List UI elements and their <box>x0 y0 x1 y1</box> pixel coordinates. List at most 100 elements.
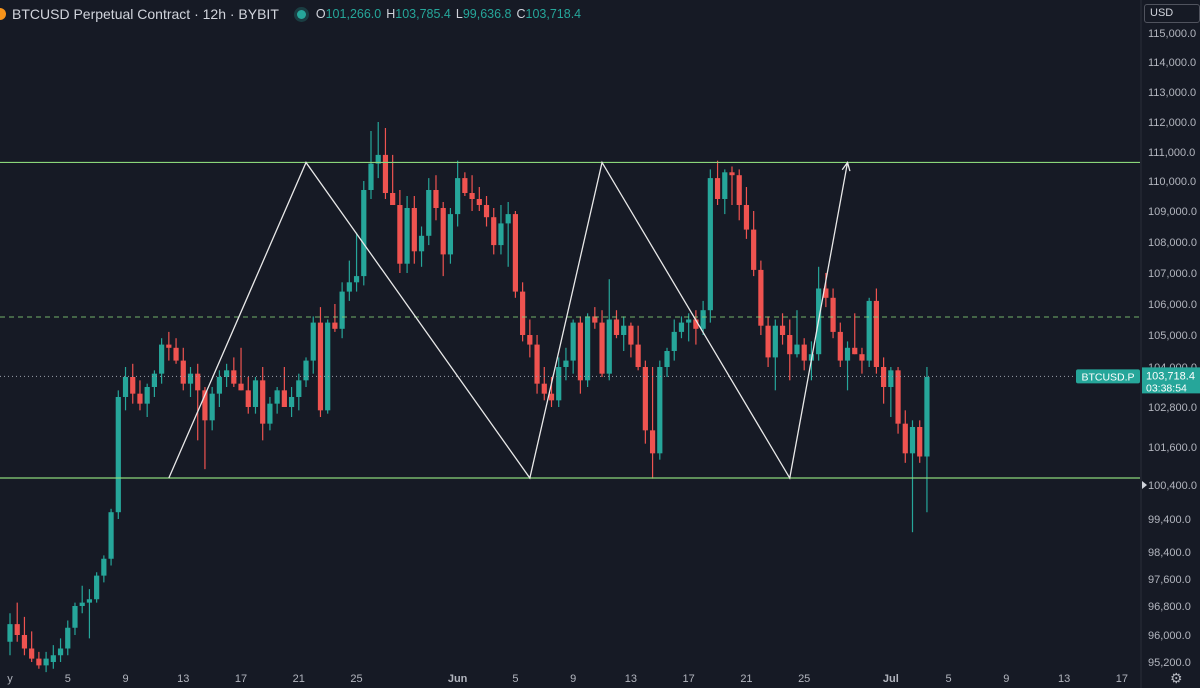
candle <box>585 313 591 387</box>
candle-body <box>714 178 721 199</box>
candle-body <box>216 377 222 394</box>
candle <box>260 367 266 441</box>
candle-body <box>794 344 800 355</box>
candle <box>390 154 396 205</box>
candle <box>404 196 410 273</box>
candle-body <box>599 322 605 374</box>
candle-body <box>101 558 107 576</box>
time-tick-label: 21 <box>740 673 752 685</box>
candle <box>159 338 165 384</box>
candle-body <box>325 322 331 411</box>
candle-body <box>823 288 829 298</box>
candle-body <box>635 344 641 367</box>
candle-body <box>108 512 114 559</box>
symbol-title[interactable]: BTCUSD Perpetual Contract · 12h · BYBIT <box>12 6 279 22</box>
candle <box>7 613 13 656</box>
candle <box>527 319 533 358</box>
candle <box>144 383 150 417</box>
candle <box>520 282 526 342</box>
candle-body <box>837 331 843 361</box>
candle-body <box>491 217 497 246</box>
candle-body <box>50 655 56 662</box>
candle <box>202 387 208 470</box>
price-tick-label: 96,000.0 <box>1148 630 1191 642</box>
candle-body <box>122 377 129 397</box>
candle-body <box>353 276 360 283</box>
zigzag-pattern-drawing[interactable] <box>168 160 849 480</box>
price-tick-label: 99,400.0 <box>1148 514 1191 526</box>
time-tick-label: 9 <box>122 673 128 685</box>
candle-body <box>563 360 569 367</box>
time-axis[interactable]: y 5 9 13 17 21 25 Jun 5 9 13 17 21 25 Jul 5 9 13 17 <box>7 673 1128 685</box>
candle-body <box>455 178 461 215</box>
drawings-layer <box>168 160 851 480</box>
price-tick-label: 111,000.0 <box>1148 147 1195 159</box>
candle-body <box>585 316 591 381</box>
candle-body <box>483 205 490 218</box>
candles-layer <box>7 122 930 673</box>
candle <box>649 367 656 479</box>
candle-body <box>404 208 410 264</box>
candle <box>469 175 475 211</box>
time-tick-label: 5 <box>65 673 71 685</box>
candle-body <box>426 190 432 236</box>
candle <box>122 367 129 411</box>
candle-body <box>252 380 259 407</box>
candle <box>339 282 345 339</box>
candle <box>418 226 425 267</box>
candle-body <box>505 214 511 224</box>
candle-body <box>440 208 446 255</box>
candle <box>743 187 750 239</box>
candle <box>844 341 851 391</box>
price-tag <box>1142 367 1200 394</box>
candle <box>917 420 923 463</box>
candle <box>166 331 172 361</box>
candle <box>224 363 230 387</box>
candle <box>94 572 100 603</box>
candle <box>830 288 836 339</box>
candle-body <box>397 205 403 264</box>
candle <box>252 377 259 414</box>
price-tick-label: 110,000.0 <box>1148 176 1196 188</box>
candle-body <box>873 300 879 367</box>
candle-body <box>245 390 251 407</box>
last-price-tag: BTCUSD.P 103,718.403:38:54 <box>1076 367 1200 394</box>
candle-body <box>902 423 908 454</box>
candle-body <box>743 205 750 230</box>
candle <box>274 387 280 414</box>
candle <box>346 260 352 301</box>
ohlc-open: O101,266.0 <box>315 7 382 21</box>
candle <box>440 202 446 277</box>
candle <box>281 367 287 407</box>
candle-body <box>498 223 504 246</box>
ohlc-high: H103,785.4 <box>386 7 451 21</box>
candle <box>657 360 663 460</box>
candle-body <box>7 624 13 642</box>
time-tick-label: 21 <box>293 673 305 685</box>
horizontal-lines-layer <box>0 161 1140 479</box>
price-tag-value: 103,718.4 <box>1146 370 1195 382</box>
candle <box>700 300 706 335</box>
candle <box>613 310 620 339</box>
time-tick-label: 9 <box>570 673 576 685</box>
candle <box>296 373 302 411</box>
candle-body <box>556 367 562 401</box>
candle-body <box>180 360 186 384</box>
candle-body <box>787 335 793 355</box>
price-tick-label: 101,600.0 <box>1148 442 1197 454</box>
price-axis[interactable]: 115,000.0 114,000.0 113,000.0 112,000.0 111,… <box>1142 28 1197 669</box>
candle <box>628 322 634 358</box>
candle <box>483 196 490 227</box>
candle-body <box>195 373 201 391</box>
candle-body <box>534 344 540 384</box>
gear-icon[interactable]: ⚙ <box>1170 670 1183 686</box>
candle-body <box>664 351 670 367</box>
ohlc-close: C103,718.4 <box>516 7 582 21</box>
candle-body <box>729 172 735 176</box>
market-open-dot-icon <box>296 9 306 19</box>
candle-body <box>909 427 916 454</box>
candle <box>361 181 367 286</box>
currency-selector[interactable]: USD <box>1144 4 1200 23</box>
candle-body <box>642 367 648 431</box>
